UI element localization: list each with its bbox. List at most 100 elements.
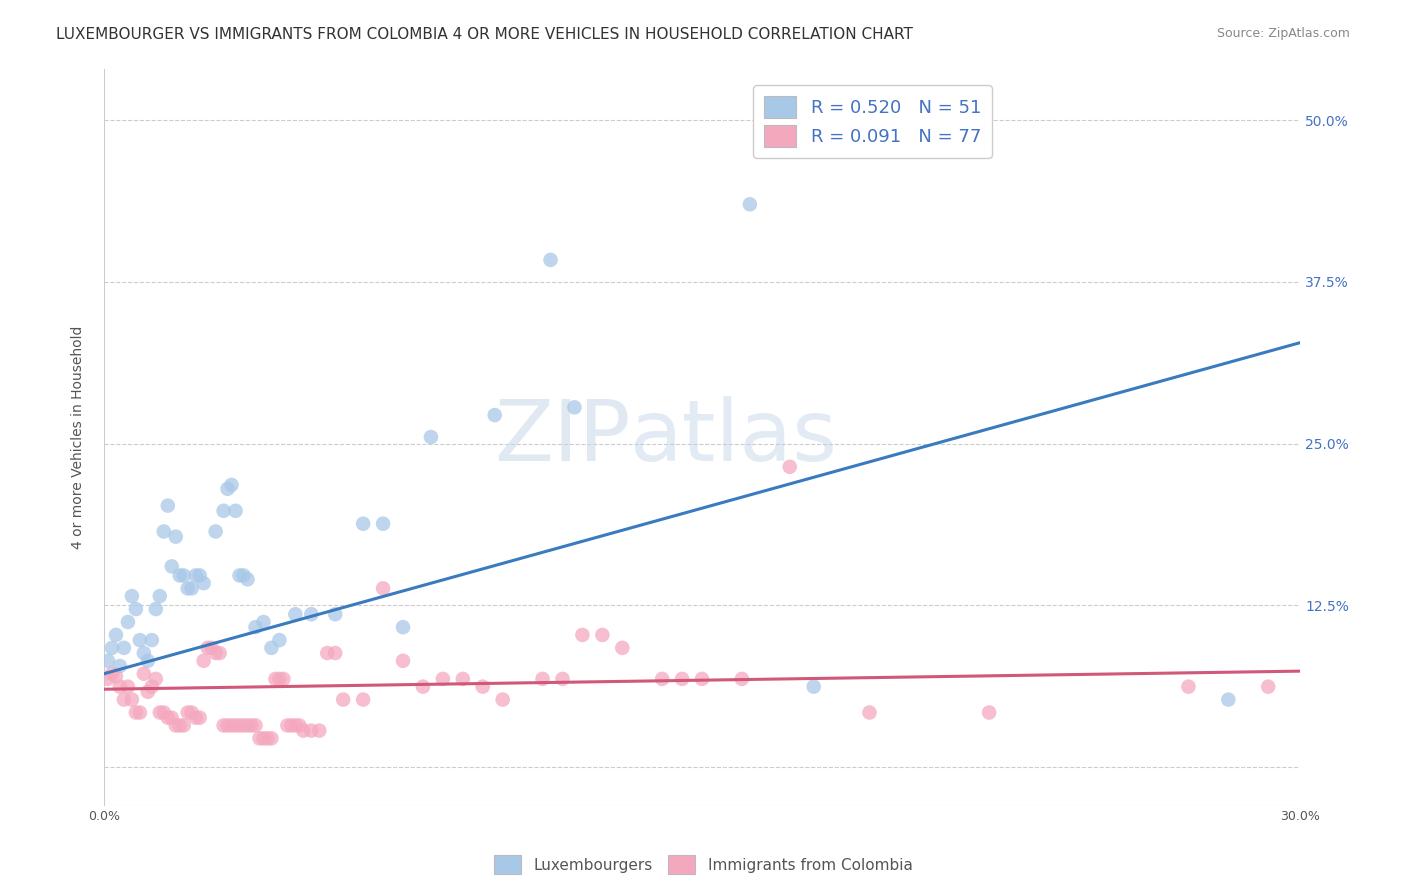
Point	[252, 615, 274, 629]
Point	[280, 718, 302, 732]
Point	[591, 628, 613, 642]
Point	[671, 672, 693, 686]
Point	[145, 602, 167, 616]
Point	[323, 607, 346, 622]
Point	[117, 680, 139, 694]
Point	[184, 568, 207, 582]
Point	[152, 706, 174, 720]
Point	[471, 680, 494, 694]
Point	[193, 576, 215, 591]
Point	[165, 718, 187, 732]
Point	[352, 692, 374, 706]
Point	[371, 516, 394, 531]
Point	[571, 628, 593, 642]
Point	[412, 680, 434, 694]
Point	[165, 530, 187, 544]
Point	[252, 731, 274, 746]
Point	[492, 692, 515, 706]
Point	[299, 723, 322, 738]
Point	[323, 646, 346, 660]
Point	[149, 589, 172, 603]
Point	[204, 524, 226, 539]
Point	[236, 718, 259, 732]
Point	[564, 401, 586, 415]
Point	[803, 680, 825, 694]
Point	[132, 646, 155, 660]
Y-axis label: 4 or more Vehicles in Household: 4 or more Vehicles in Household	[72, 326, 86, 549]
Point	[217, 718, 239, 732]
Point	[108, 659, 131, 673]
Point	[371, 582, 394, 596]
Point	[738, 197, 761, 211]
Point	[232, 568, 254, 582]
Point	[208, 646, 231, 660]
Text: LUXEMBOURGER VS IMMIGRANTS FROM COLOMBIA 4 OR MORE VEHICLES IN HOUSEHOLD CORRELA: LUXEMBOURGER VS IMMIGRANTS FROM COLOMBIA…	[56, 27, 912, 42]
Legend: Luxembourgers, Immigrants from Colombia: Luxembourgers, Immigrants from Colombia	[488, 849, 918, 880]
Point	[236, 572, 259, 586]
Point	[245, 620, 267, 634]
Point	[117, 615, 139, 629]
Point	[112, 692, 135, 706]
Point	[858, 706, 880, 720]
Point	[125, 602, 148, 616]
Point	[269, 672, 291, 686]
Point	[204, 646, 226, 660]
Point	[260, 731, 283, 746]
Point	[451, 672, 474, 686]
Point	[97, 672, 120, 686]
Point	[240, 718, 263, 732]
Point	[531, 672, 554, 686]
Point	[651, 672, 673, 686]
Point	[260, 640, 283, 655]
Point	[540, 252, 562, 267]
Point	[392, 654, 415, 668]
Point	[352, 516, 374, 531]
Point	[149, 706, 172, 720]
Point	[121, 692, 143, 706]
Point	[977, 706, 1000, 720]
Point	[612, 640, 634, 655]
Point	[484, 408, 506, 422]
Point	[221, 718, 243, 732]
Point	[276, 718, 298, 732]
Point	[156, 711, 179, 725]
Point	[184, 711, 207, 725]
Point	[432, 672, 454, 686]
Point	[201, 640, 224, 655]
Point	[212, 718, 235, 732]
Point	[160, 711, 183, 725]
Point	[779, 459, 801, 474]
Point	[288, 718, 311, 732]
Point	[228, 718, 250, 732]
Point	[125, 706, 148, 720]
Text: ZIP: ZIP	[494, 395, 630, 479]
Point	[141, 680, 163, 694]
Point	[245, 718, 267, 732]
Point	[128, 633, 150, 648]
Point	[104, 628, 127, 642]
Point	[197, 640, 219, 655]
Point	[177, 706, 200, 720]
Point	[256, 731, 278, 746]
Point	[264, 672, 287, 686]
Point	[141, 633, 163, 648]
Point	[551, 672, 574, 686]
Point	[177, 582, 200, 596]
Point	[690, 672, 713, 686]
Point	[169, 718, 191, 732]
Point	[249, 731, 271, 746]
Point	[273, 672, 295, 686]
Point	[188, 711, 211, 725]
Point	[1257, 680, 1279, 694]
Point	[193, 654, 215, 668]
Point	[128, 706, 150, 720]
Point	[1218, 692, 1240, 706]
Point	[180, 582, 202, 596]
Point	[108, 680, 131, 694]
Point	[308, 723, 330, 738]
Point	[419, 430, 441, 444]
Point	[145, 672, 167, 686]
Point	[169, 568, 191, 582]
Point	[136, 685, 159, 699]
Point	[292, 723, 315, 738]
